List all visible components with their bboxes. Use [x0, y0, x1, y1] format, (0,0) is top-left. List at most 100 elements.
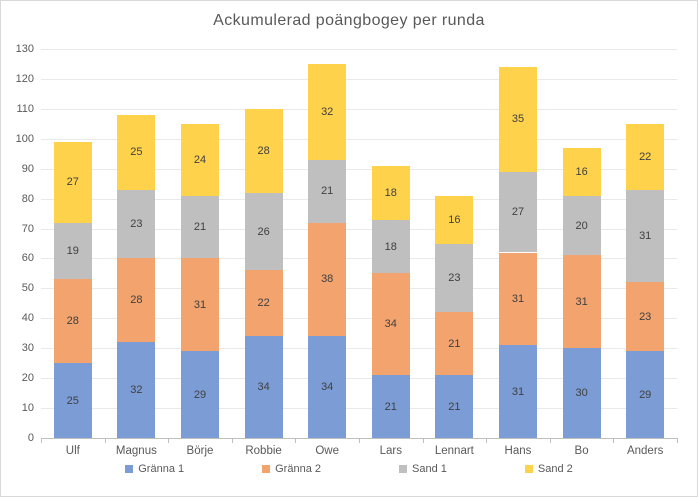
bar-segment: 31	[562, 255, 601, 349]
y-tick-label: 0	[27, 432, 34, 444]
segment-data-label: 23	[639, 310, 652, 323]
segment-data-label: 18	[384, 186, 397, 199]
x-category-label: Börje	[186, 445, 214, 457]
segment-data-label: 16	[448, 213, 461, 226]
legend-item: Gränna 1	[125, 463, 184, 475]
segment-data-label: 34	[257, 381, 270, 394]
y-tick-label: 60	[21, 252, 34, 265]
x-axis-tick	[231, 438, 233, 443]
bar-segment: 30	[562, 348, 601, 438]
x-axis-tick	[359, 438, 360, 443]
x-category-label: Owe	[315, 445, 340, 457]
bar-segment: 25	[53, 363, 92, 438]
gridline	[41, 228, 677, 230]
segment-data-label: 32	[130, 384, 143, 397]
bar-segment: 28	[53, 279, 92, 364]
gridline	[41, 348, 677, 350]
x-axis-tick	[422, 438, 424, 443]
x-axis-tick	[104, 438, 106, 443]
x-category-label: Bo	[574, 445, 589, 457]
segment-data-label: 32	[321, 105, 334, 118]
bar-segment: 22	[244, 270, 283, 337]
y-tick-label: 100	[15, 132, 34, 145]
bar-segment: 29	[181, 351, 219, 438]
gridline	[41, 378, 677, 380]
legend: Gränna 1 Gränna 2 Sand 1 Sand 2	[1, 463, 697, 475]
x-axis-tick	[41, 438, 42, 443]
y-tick-label: 40	[21, 312, 34, 325]
bar-segment: 21	[308, 159, 347, 223]
bar-segment: 31	[181, 258, 219, 352]
segment-data-label: 28	[257, 144, 270, 157]
bar-segment: 34	[371, 273, 410, 376]
y-tick-label: 10	[21, 402, 34, 415]
x-category-label: Lennart	[434, 445, 474, 457]
segment-data-label: 29	[193, 388, 207, 401]
legend-item: Sand 2	[524, 463, 573, 475]
y-tick-label: 80	[21, 192, 34, 205]
x-category-label: Ulf	[65, 445, 80, 457]
x-category-label: Hans	[504, 445, 532, 457]
legend-swatch	[125, 465, 134, 473]
segment-data-label: 27	[511, 206, 525, 219]
legend-label: Sand 2	[537, 463, 573, 475]
bar-segment: 18	[371, 165, 410, 220]
segment-data-label: 31	[511, 385, 525, 398]
segment-data-label: 28	[130, 294, 143, 307]
bar-segment: 22	[626, 123, 665, 190]
bar-segment: 19	[53, 222, 92, 280]
y-tick-label: 70	[21, 222, 34, 235]
bar-segment: 18	[371, 219, 410, 274]
x-axis-tick	[613, 438, 615, 443]
segment-data-label: 21	[384, 400, 397, 413]
gridline	[41, 318, 677, 320]
legend-item: Gränna 2	[262, 463, 321, 475]
segment-data-label: 29	[639, 388, 652, 401]
y-tick-label: 120	[15, 72, 34, 85]
bar-segment: 35	[499, 66, 537, 172]
y-tick-label: 90	[21, 162, 34, 175]
bar-segment: 26	[244, 192, 283, 271]
gridline	[41, 78, 677, 80]
legend-label: Sand 1	[412, 463, 447, 475]
y-tick-label: 110	[16, 102, 34, 115]
segment-data-label: 16	[575, 165, 588, 178]
plot-area: 25 28 19 27 32 28 23 25 29 31 21 24 34 22 26 28 34 38 21 32…	[41, 49, 678, 443]
bar-segment: 27	[499, 171, 537, 253]
bar-segment: 21	[435, 375, 474, 438]
segment-data-label: 23	[448, 271, 461, 284]
legend-label: Gränna 2	[275, 463, 321, 475]
bar-segment: 20	[562, 195, 601, 256]
bar-segment: 25	[117, 114, 156, 190]
chart-title: Ackumulerad poängbogey per runda	[213, 12, 485, 29]
segment-data-label: 38	[321, 273, 334, 286]
bar-segment: 23	[435, 243, 474, 313]
bar-segment: 24	[181, 123, 219, 196]
bar-segment: 16	[435, 195, 474, 244]
y-tick-label: 20	[21, 372, 34, 385]
gridline	[41, 288, 677, 290]
gridline	[41, 168, 677, 170]
segment-data-label: 18	[384, 240, 397, 253]
segment-data-label: 34	[321, 381, 334, 394]
legend-swatch	[399, 465, 407, 473]
segment-data-label: 28	[66, 315, 79, 328]
segment-data-label: 24	[193, 153, 207, 166]
bar-segment: 16	[562, 147, 601, 196]
y-tick-label: 30	[21, 342, 34, 355]
y-tick-label: 130	[15, 43, 34, 55]
gridline	[41, 108, 677, 110]
segment-data-label: 26	[257, 225, 270, 238]
bar-segment: 32	[117, 342, 156, 438]
bar-segment: 38	[308, 222, 347, 337]
segment-data-label: 20	[575, 219, 588, 232]
legend-label: Gränna 1	[138, 463, 185, 475]
bar-segment: 28	[244, 108, 283, 193]
segment-data-label: 21	[448, 400, 461, 413]
segment-data-label: 35	[511, 113, 525, 126]
bar-segment: 31	[499, 252, 537, 346]
segment-data-label: 31	[193, 298, 207, 311]
segment-data-label: 34	[384, 318, 397, 331]
bar-segment: 28	[117, 258, 156, 343]
